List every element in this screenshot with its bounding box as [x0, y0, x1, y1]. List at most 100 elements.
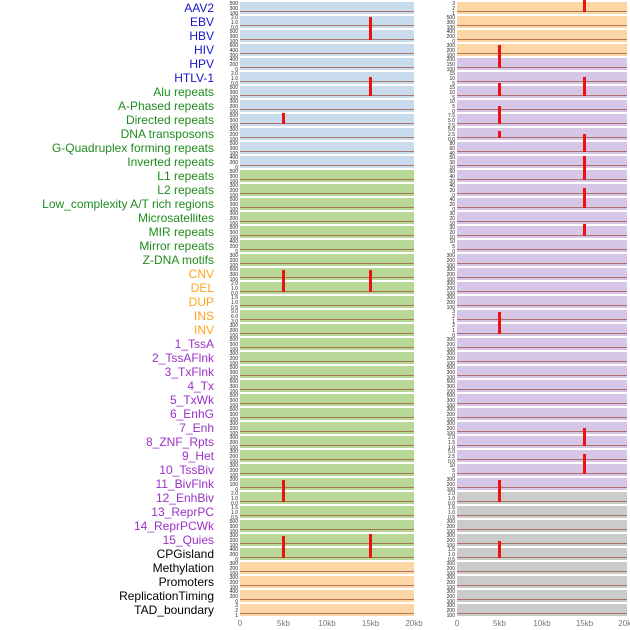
y-tick-label: 10 [449, 90, 455, 96]
density-trace [457, 123, 627, 124]
y-tick-label: 200 [229, 454, 238, 460]
density-panel-right [457, 453, 627, 476]
y-axis-ticks-right: 30 20 10 [414, 225, 457, 241]
y-tick-label: 300 [229, 435, 238, 441]
y-tick-label: 300 [229, 524, 238, 530]
y-tick-label: 100 [446, 361, 455, 367]
y-tick-label: 0.0 [448, 137, 455, 143]
y-tick-label: 100 [446, 375, 455, 381]
density-panel-right [457, 480, 627, 504]
y-axis-ticks-right: 60 40 20 [414, 169, 457, 185]
y-tick-label: 0 [452, 109, 455, 115]
y-tick-label: 100 [446, 389, 455, 395]
density-trace [457, 193, 627, 194]
y-axis-ticks-right: 300 200 100 [414, 533, 457, 549]
y-tick-label: 200 [229, 468, 238, 474]
row-label: Directed repeats [125, 113, 214, 127]
y-axis-ticks-right: 40 20 0 [414, 183, 457, 199]
feature-row: 11_BivFlnk 200 100 0 300 200 100 [0, 477, 630, 493]
y-tick-label: 200 [229, 566, 238, 572]
y-tick-label: 300 [446, 477, 455, 483]
density-trace [457, 515, 627, 516]
density-trace [457, 95, 627, 96]
y-tick-label: 300 [229, 384, 238, 390]
y-axis-ticks-right: 300 200 100 [414, 337, 457, 353]
y-tick-label: 200 [229, 552, 238, 558]
density-panel-right [457, 268, 627, 280]
density-trace [240, 529, 414, 530]
y-tick-label: 2.0 [448, 435, 455, 441]
y-tick-label: 300 [446, 43, 455, 49]
density-trace [457, 151, 627, 152]
density-spike [583, 428, 586, 446]
density-panel-right [457, 44, 627, 56]
y-axis-ticks-right: 300 200 100 [414, 561, 457, 577]
y-tick-label: 100 [446, 543, 455, 549]
y-axis-ticks-right: 5.0 2.5 0.0 [414, 127, 457, 143]
feature-row: DEL 2.0 1.0 0.0 300 200 100 [0, 270, 630, 297]
density-trace [457, 445, 627, 446]
density-panel-left [240, 2, 414, 14]
y-tick-label: 10 [449, 239, 455, 245]
y-axis-ticks-left: 500 300 100 [218, 379, 240, 395]
y-tick-label: 0 [452, 207, 455, 213]
density-panel-right [457, 422, 627, 434]
density-panel-right [457, 212, 627, 224]
y-axis-ticks-right: 10 5 0 [414, 99, 457, 115]
feature-row: HBV 500 300 100 400 200 0 [0, 17, 630, 45]
row-label: Methylation [152, 561, 214, 575]
feature-row: HPV 400 200 0 200 150 100 [0, 45, 630, 73]
y-tick-label: 200 [446, 608, 455, 614]
density-spike [583, 453, 586, 474]
feature-row: DUP 1.5 1.0 0.5 300 200 100 [0, 295, 630, 311]
y-tick-label: 300 [446, 533, 455, 539]
y-axis-ticks-left: 300 200 100 [218, 323, 240, 339]
y-tick-label: 3 [452, 1, 455, 7]
row-label: 8_ZNF_Rpts [145, 435, 214, 449]
density-trace [240, 445, 414, 446]
y-tick-label: 0.5 [231, 305, 238, 311]
density-trace [457, 277, 627, 278]
feature-row: 14_ReprPCWk 500 300 100 300 200 100 [0, 519, 630, 535]
y-tick-label: 500 [229, 85, 238, 91]
density-trace [457, 81, 627, 82]
row-label: L2 repeats [157, 183, 214, 197]
feature-row: Methylation 300 200 100 300 200 100 [0, 561, 630, 577]
y-tick-label: 400 [229, 57, 238, 63]
y-tick-label: 100 [229, 277, 238, 283]
density-trace [240, 95, 414, 96]
y-tick-label: 300 [229, 421, 238, 427]
y-tick-label: 1.0 [231, 76, 238, 82]
density-trace [240, 347, 414, 348]
density-panel-right [457, 184, 627, 196]
density-trace [457, 53, 627, 54]
density-panel-right [457, 590, 627, 602]
density-panel-right [457, 310, 627, 322]
y-axis-ticks-left: 600 400 200 [218, 43, 240, 59]
row-label: AAV2 [184, 1, 214, 15]
y-tick-label: 1.5 [448, 547, 455, 553]
feature-row: 6_EnhG 500 300 100 300 200 100 [0, 407, 630, 423]
density-trace [457, 291, 627, 292]
y-tick-label: 300 [229, 127, 238, 133]
y-tick-label: 1.5 [231, 295, 238, 301]
y-tick-label: 300 [446, 281, 455, 287]
y-tick-label: 300 [446, 267, 455, 273]
density-panel-right [457, 240, 627, 252]
y-tick-label: 100 [446, 529, 455, 535]
y-tick-label: 300 [229, 323, 238, 329]
y-tick-label: 300 [229, 575, 238, 581]
density-spike [369, 76, 372, 96]
row-label: 13_ReprPC [151, 505, 214, 519]
y-tick-label: 100 [229, 375, 238, 381]
row-label: 14_ReprPCWk [133, 519, 214, 533]
y-tick-label: 500 [229, 519, 238, 525]
y-tick-label: 0 [452, 473, 455, 479]
y-tick-label: 400 [229, 239, 238, 245]
y-tick-label: 300 [446, 370, 455, 376]
y-axis-ticks-left: 500 300 100 [218, 197, 240, 213]
row-label: Inverted repeats [127, 155, 214, 169]
density-panel-left [240, 156, 414, 168]
y-tick-label: 15 [449, 71, 455, 77]
y-tick-label: 300 [446, 421, 455, 427]
